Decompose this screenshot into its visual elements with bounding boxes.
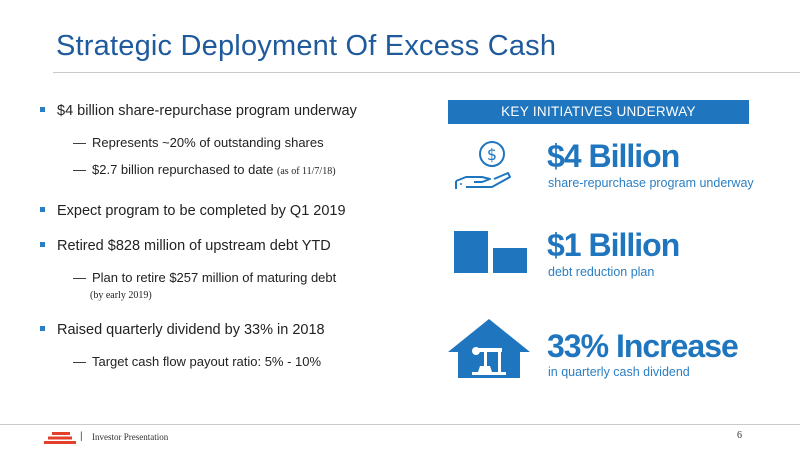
title-divider bbox=[53, 72, 800, 73]
sub-bullet-text: Target cash flow payout ratio: 5% - 10% bbox=[92, 354, 322, 369]
bullet-text: Expect program to be completed by Q1 201… bbox=[57, 203, 346, 219]
bullet-item: $4 billion share-repurchase program unde… bbox=[40, 103, 357, 119]
bullet-text: Raised quarterly dividend by 33% in 2018 bbox=[57, 322, 325, 338]
bullet-square-icon bbox=[40, 107, 45, 112]
sub-bullet-item: — $2.7 billion repurchased to date (as of… bbox=[73, 162, 336, 177]
bullet-square-icon bbox=[40, 207, 45, 212]
sub-bullet-text: Represents ~20% of outstanding shares bbox=[92, 135, 324, 150]
initiative-caption: share-repurchase program underway bbox=[548, 176, 754, 190]
bullet-square-icon bbox=[40, 242, 45, 247]
company-logo-icon bbox=[44, 432, 76, 444]
bullet-text: $4 billion share-repurchase program unde… bbox=[57, 103, 357, 119]
sub-bullet-item: — Plan to retire $257 million of maturing… bbox=[73, 270, 336, 285]
as-of-note: (as of 11/7/18) bbox=[277, 166, 336, 177]
bullet-square-icon bbox=[40, 326, 45, 331]
bullet-item: Raised quarterly dividend by 33% in 2018 bbox=[40, 322, 325, 338]
svg-text:$: $ bbox=[487, 145, 497, 164]
house-oil-pump-icon bbox=[448, 319, 530, 378]
hand-dollar-icon: $ bbox=[455, 141, 511, 189]
sub-bullet-text: $2.7 billion repurchased to date bbox=[92, 162, 274, 177]
initiative-headline: $1 Billion bbox=[547, 227, 680, 263]
footer-label: Investor Presentation bbox=[92, 432, 169, 442]
page-number: 6 bbox=[737, 430, 742, 441]
dash-icon: — bbox=[73, 162, 86, 177]
initiative-headline: 33% Increase bbox=[547, 328, 739, 364]
bullet-text: Retired $828 million of upstream debt YT… bbox=[57, 238, 331, 254]
timing-note: (by early 2019) bbox=[90, 290, 152, 301]
bar-decrease-icon bbox=[454, 231, 527, 273]
bullet-item: Retired $828 million of upstream debt YT… bbox=[40, 238, 331, 254]
initiative-caption: in quarterly cash dividend bbox=[548, 365, 690, 379]
footer-divider bbox=[0, 424, 800, 425]
dash-icon: — bbox=[73, 270, 86, 285]
sub-bullet-item: — Target cash flow payout ratio: 5% - 10% bbox=[73, 354, 321, 369]
sub-bullet-item: — Represents ~20% of outstanding shares bbox=[73, 135, 324, 150]
dash-icon: — bbox=[73, 135, 86, 150]
sub-bullet-text: Plan to retire $257 million of maturing … bbox=[92, 270, 337, 285]
key-initiatives-banner: KEY INITIATIVES UNDERWAY bbox=[448, 100, 749, 124]
initiative-caption: debt reduction plan bbox=[548, 265, 655, 279]
footer-separator: | bbox=[80, 431, 83, 442]
dash-icon: — bbox=[73, 354, 86, 369]
bullet-item: Expect program to be completed by Q1 201… bbox=[40, 203, 346, 219]
slide-title: Strategic Deployment Of Excess Cash bbox=[56, 30, 557, 62]
initiative-headline: $4 Billion bbox=[547, 138, 680, 174]
